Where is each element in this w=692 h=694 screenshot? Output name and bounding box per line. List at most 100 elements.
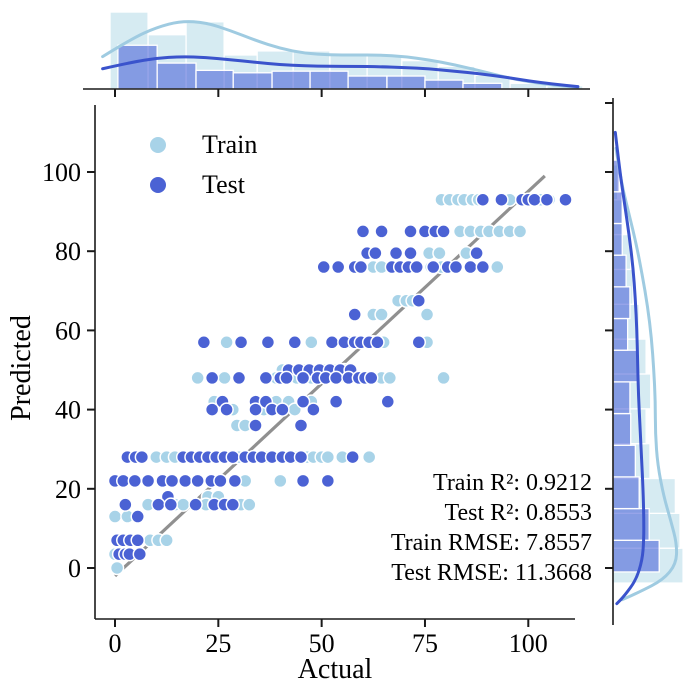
scatter-point-train (432, 245, 447, 261)
scatter-point-test (558, 192, 573, 207)
x-tick-label: 0 (109, 629, 122, 658)
scatter-point-test (368, 245, 383, 261)
scatter-point-test (130, 533, 145, 548)
top-hist-bar-test (195, 69, 234, 90)
scatter-point-test (295, 370, 311, 386)
scatter-point-test (475, 192, 491, 207)
scatter-point-test (258, 370, 274, 386)
scatter-point-test (151, 497, 166, 512)
scatter-point-test (347, 307, 362, 322)
legend-label-test: Test (202, 170, 245, 199)
scatter-point-train (512, 224, 528, 239)
scatter-point-test (448, 259, 464, 275)
scatter-point-train (490, 259, 505, 275)
scatter-point-test (164, 473, 180, 489)
scatter-point-test (204, 402, 220, 417)
scatter-point-test (287, 335, 303, 350)
scatter-point-test (293, 449, 309, 465)
test-r2-text: Test R²: 0.8553 (444, 500, 592, 526)
scatter-point-train (436, 370, 451, 386)
y-tick-label: 40 (55, 396, 81, 425)
scatter-point-test (328, 370, 344, 386)
x-tick-label: 75 (412, 629, 438, 658)
top-hist-bar-test (462, 82, 503, 90)
right-hist-bar-test (612, 539, 660, 573)
scatter-point-train (219, 335, 234, 350)
scatter-point-test (295, 394, 311, 409)
scatter-point-train (217, 370, 232, 386)
right-hist-bar-test (612, 349, 639, 383)
y-tick-label: 60 (55, 316, 81, 345)
scatter-point-test (233, 335, 249, 350)
x-axis-label: Actual (297, 654, 373, 685)
scatter-point-train (361, 449, 377, 465)
scatter-point-train (159, 533, 174, 548)
scatter-point-test (425, 259, 441, 275)
scatter-point-test (403, 245, 418, 261)
test-rmse-text: Test RMSE: 11.3668 (391, 560, 592, 586)
x-tick-label: 25 (205, 629, 231, 658)
top-hist-bar-test (386, 75, 426, 90)
legend-item-train: Train (140, 125, 257, 165)
top-kde-line-train (101, 20, 580, 89)
scatter-point-train (419, 307, 435, 322)
scatter-point-test (118, 497, 133, 512)
scatter-point-test (140, 473, 156, 489)
x-tick-label: 50 (309, 629, 335, 658)
scatter-point-test (363, 370, 379, 386)
legend-label-train: Train (202, 130, 258, 159)
y-axis-label: Predicted (6, 315, 37, 421)
scatter-point-train (273, 473, 288, 489)
scatter-point-test (494, 192, 509, 207)
scatter-point-test (463, 259, 478, 275)
scatter-point-test (355, 224, 371, 239)
top-hist-bar-test (156, 62, 197, 90)
scatter-point-test (436, 224, 451, 239)
scatter-point-test (306, 402, 321, 417)
train-marker-icon (150, 137, 166, 153)
top-kde-line-test (101, 55, 580, 89)
scatter-point-train (242, 497, 257, 512)
scatter-point-test (188, 497, 203, 512)
scatter-point-test (132, 546, 148, 562)
y-tick-label: 80 (55, 237, 81, 266)
top-hist-bar-test (271, 70, 311, 90)
scatter-point-test (127, 473, 143, 489)
scatter-point-test (248, 402, 263, 417)
scatter-point-test (411, 335, 427, 350)
y-tick-label: 20 (55, 475, 81, 504)
right-hist-bar-test (612, 381, 631, 415)
scatter-point-test (260, 335, 276, 350)
scatter-point-test (328, 394, 344, 409)
scatter-point-test (225, 497, 241, 512)
scatter-point-test (204, 370, 220, 386)
scatter-point-test (403, 224, 418, 239)
scatter-point-train (190, 370, 205, 386)
scatter-point-test (213, 473, 228, 489)
scatter-point-test (227, 473, 243, 489)
scatter-point-test (316, 259, 331, 275)
scatter-point-test (324, 335, 340, 350)
scatter-point-test (219, 402, 234, 417)
scatter-point-test (293, 418, 309, 433)
scatter-point-train (320, 449, 336, 465)
scatter-point-test (320, 473, 336, 489)
right-hist-bar-test (612, 286, 631, 320)
scatter-point-test (475, 259, 491, 275)
legend: Train Test (140, 125, 257, 205)
right-hist-bar-test (612, 444, 636, 478)
right-kde-line-test (613, 130, 646, 606)
scatter-point-test (178, 473, 193, 489)
scatter-point-test (134, 449, 150, 465)
scatter-point-test (196, 335, 212, 350)
right-hist-bar-test (612, 317, 629, 351)
top-hist-bar-test (309, 70, 349, 90)
right-hist-bar-test (612, 191, 623, 225)
scatter-point-test (374, 224, 389, 239)
top-hist-bar-test (117, 44, 158, 90)
scatter-point-train (374, 307, 389, 322)
scatter-point-test (130, 509, 145, 524)
scatter-point-test (163, 497, 179, 512)
